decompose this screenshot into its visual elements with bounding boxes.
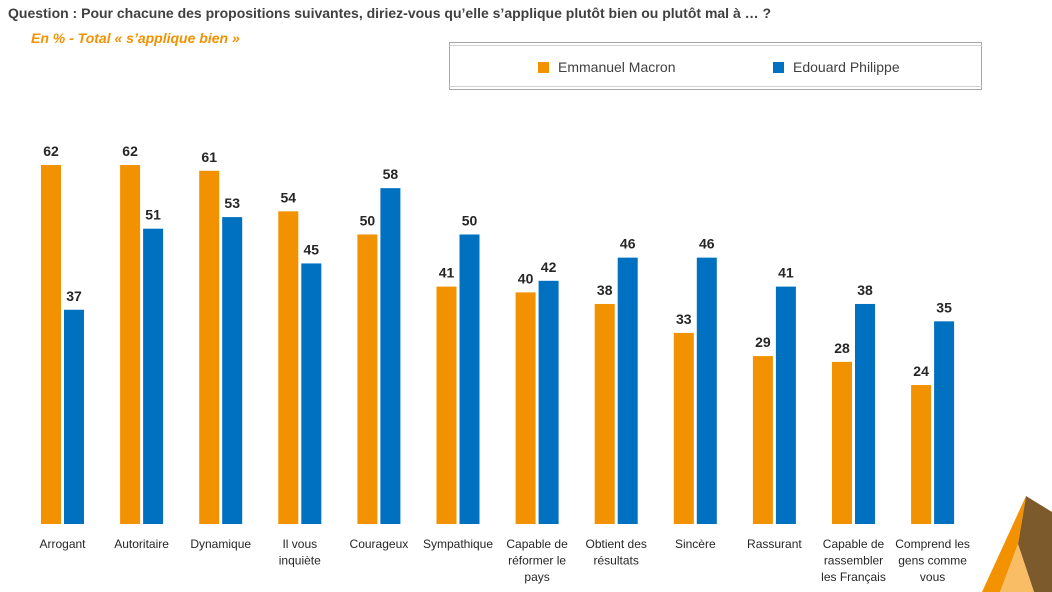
bar-philippe: [64, 309, 84, 524]
bar-philippe: [775, 286, 796, 524]
data-label-macron: 41: [439, 265, 455, 281]
category-label: vous: [920, 570, 945, 584]
bar-macron: [594, 303, 615, 524]
bar-macron: [357, 234, 378, 524]
bar-macron: [515, 292, 536, 524]
category-label: Capable de: [506, 537, 568, 551]
category-label: réformer le: [508, 554, 566, 568]
data-label-philippe: 38: [857, 282, 873, 298]
bar-philippe: [855, 303, 875, 524]
data-label-macron: 29: [755, 334, 771, 350]
category-label: pays: [524, 570, 549, 584]
bar-philippe: [934, 321, 955, 524]
bar-macron: [199, 170, 220, 524]
data-label-philippe: 42: [541, 259, 557, 275]
category-label: les Français: [821, 570, 886, 584]
bar-philippe: [538, 280, 559, 524]
data-label-macron: 24: [913, 363, 929, 379]
category-label: résultats: [594, 554, 639, 568]
data-label-philippe: 35: [936, 299, 952, 315]
legend-item-philippe: Edouard Philippe: [773, 59, 900, 75]
legend-label-macron: Emmanuel Macron: [558, 59, 676, 75]
data-label-philippe: 46: [699, 236, 715, 252]
bar-philippe: [222, 217, 243, 524]
bar-macron: [752, 356, 773, 524]
data-label-philippe: 51: [145, 207, 161, 223]
legend-swatch-macron: [538, 61, 549, 73]
chart-subtitle: En % - Total « s’applique bien »: [31, 30, 240, 46]
bar-philippe: [301, 263, 322, 524]
question-title: Question : Pour chacune des propositions…: [8, 5, 772, 21]
data-label-macron: 62: [122, 143, 138, 159]
category-label: inquiète: [279, 554, 321, 568]
bar-philippe: [696, 257, 717, 524]
data-label-philippe: 41: [778, 265, 794, 281]
bar-philippe: [459, 234, 480, 524]
bar-philippe: [380, 188, 401, 524]
data-label-philippe: 45: [304, 241, 320, 257]
category-label: Rassurant: [747, 537, 802, 551]
category-label: rassembler: [824, 554, 883, 568]
category-label: Il vous: [282, 537, 317, 551]
data-label-macron: 38: [597, 282, 613, 298]
bar-macron: [911, 385, 932, 524]
data-label-macron: 33: [676, 311, 692, 327]
data-label-philippe: 37: [66, 288, 82, 304]
category-label: Dynamique: [190, 537, 251, 551]
brand-logo-icon: [982, 496, 1052, 592]
category-label: Sincère: [675, 537, 716, 551]
bar-macron: [41, 165, 61, 524]
data-label-macron: 62: [43, 143, 59, 159]
chart-legend: Emmanuel Macron Edouard Philippe: [449, 42, 982, 90]
category-label: Arrogant: [39, 537, 86, 551]
bar-macron: [673, 332, 694, 524]
category-label: Sympathique: [423, 537, 493, 551]
category-label: gens comme: [898, 554, 967, 568]
legend-label-philippe: Edouard Philippe: [793, 59, 900, 75]
data-label-philippe: 58: [383, 166, 399, 182]
bar-macron: [120, 165, 141, 524]
bar-philippe: [617, 257, 638, 524]
data-label-philippe: 50: [462, 212, 478, 228]
category-label: Courageux: [350, 537, 409, 551]
bar-macron: [832, 361, 852, 524]
data-label-macron: 40: [518, 270, 534, 286]
bar-macron: [278, 211, 299, 525]
data-label-philippe: 46: [620, 236, 636, 252]
category-label: Capable de: [823, 537, 885, 551]
bar-macron: [436, 286, 457, 524]
bar-philippe: [143, 228, 164, 524]
data-label-macron: 28: [834, 340, 850, 356]
category-label: Obtient des: [586, 537, 647, 551]
category-label: Autoritaire: [114, 537, 169, 551]
data-label-macron: 61: [201, 149, 217, 165]
data-label-macron: 54: [281, 189, 297, 205]
legend-item-macron: Emmanuel Macron: [538, 59, 676, 75]
legend-swatch-philippe: [773, 61, 784, 73]
data-label-philippe: 53: [224, 195, 240, 211]
data-label-macron: 50: [360, 212, 376, 228]
category-label: Comprend les: [895, 537, 970, 551]
